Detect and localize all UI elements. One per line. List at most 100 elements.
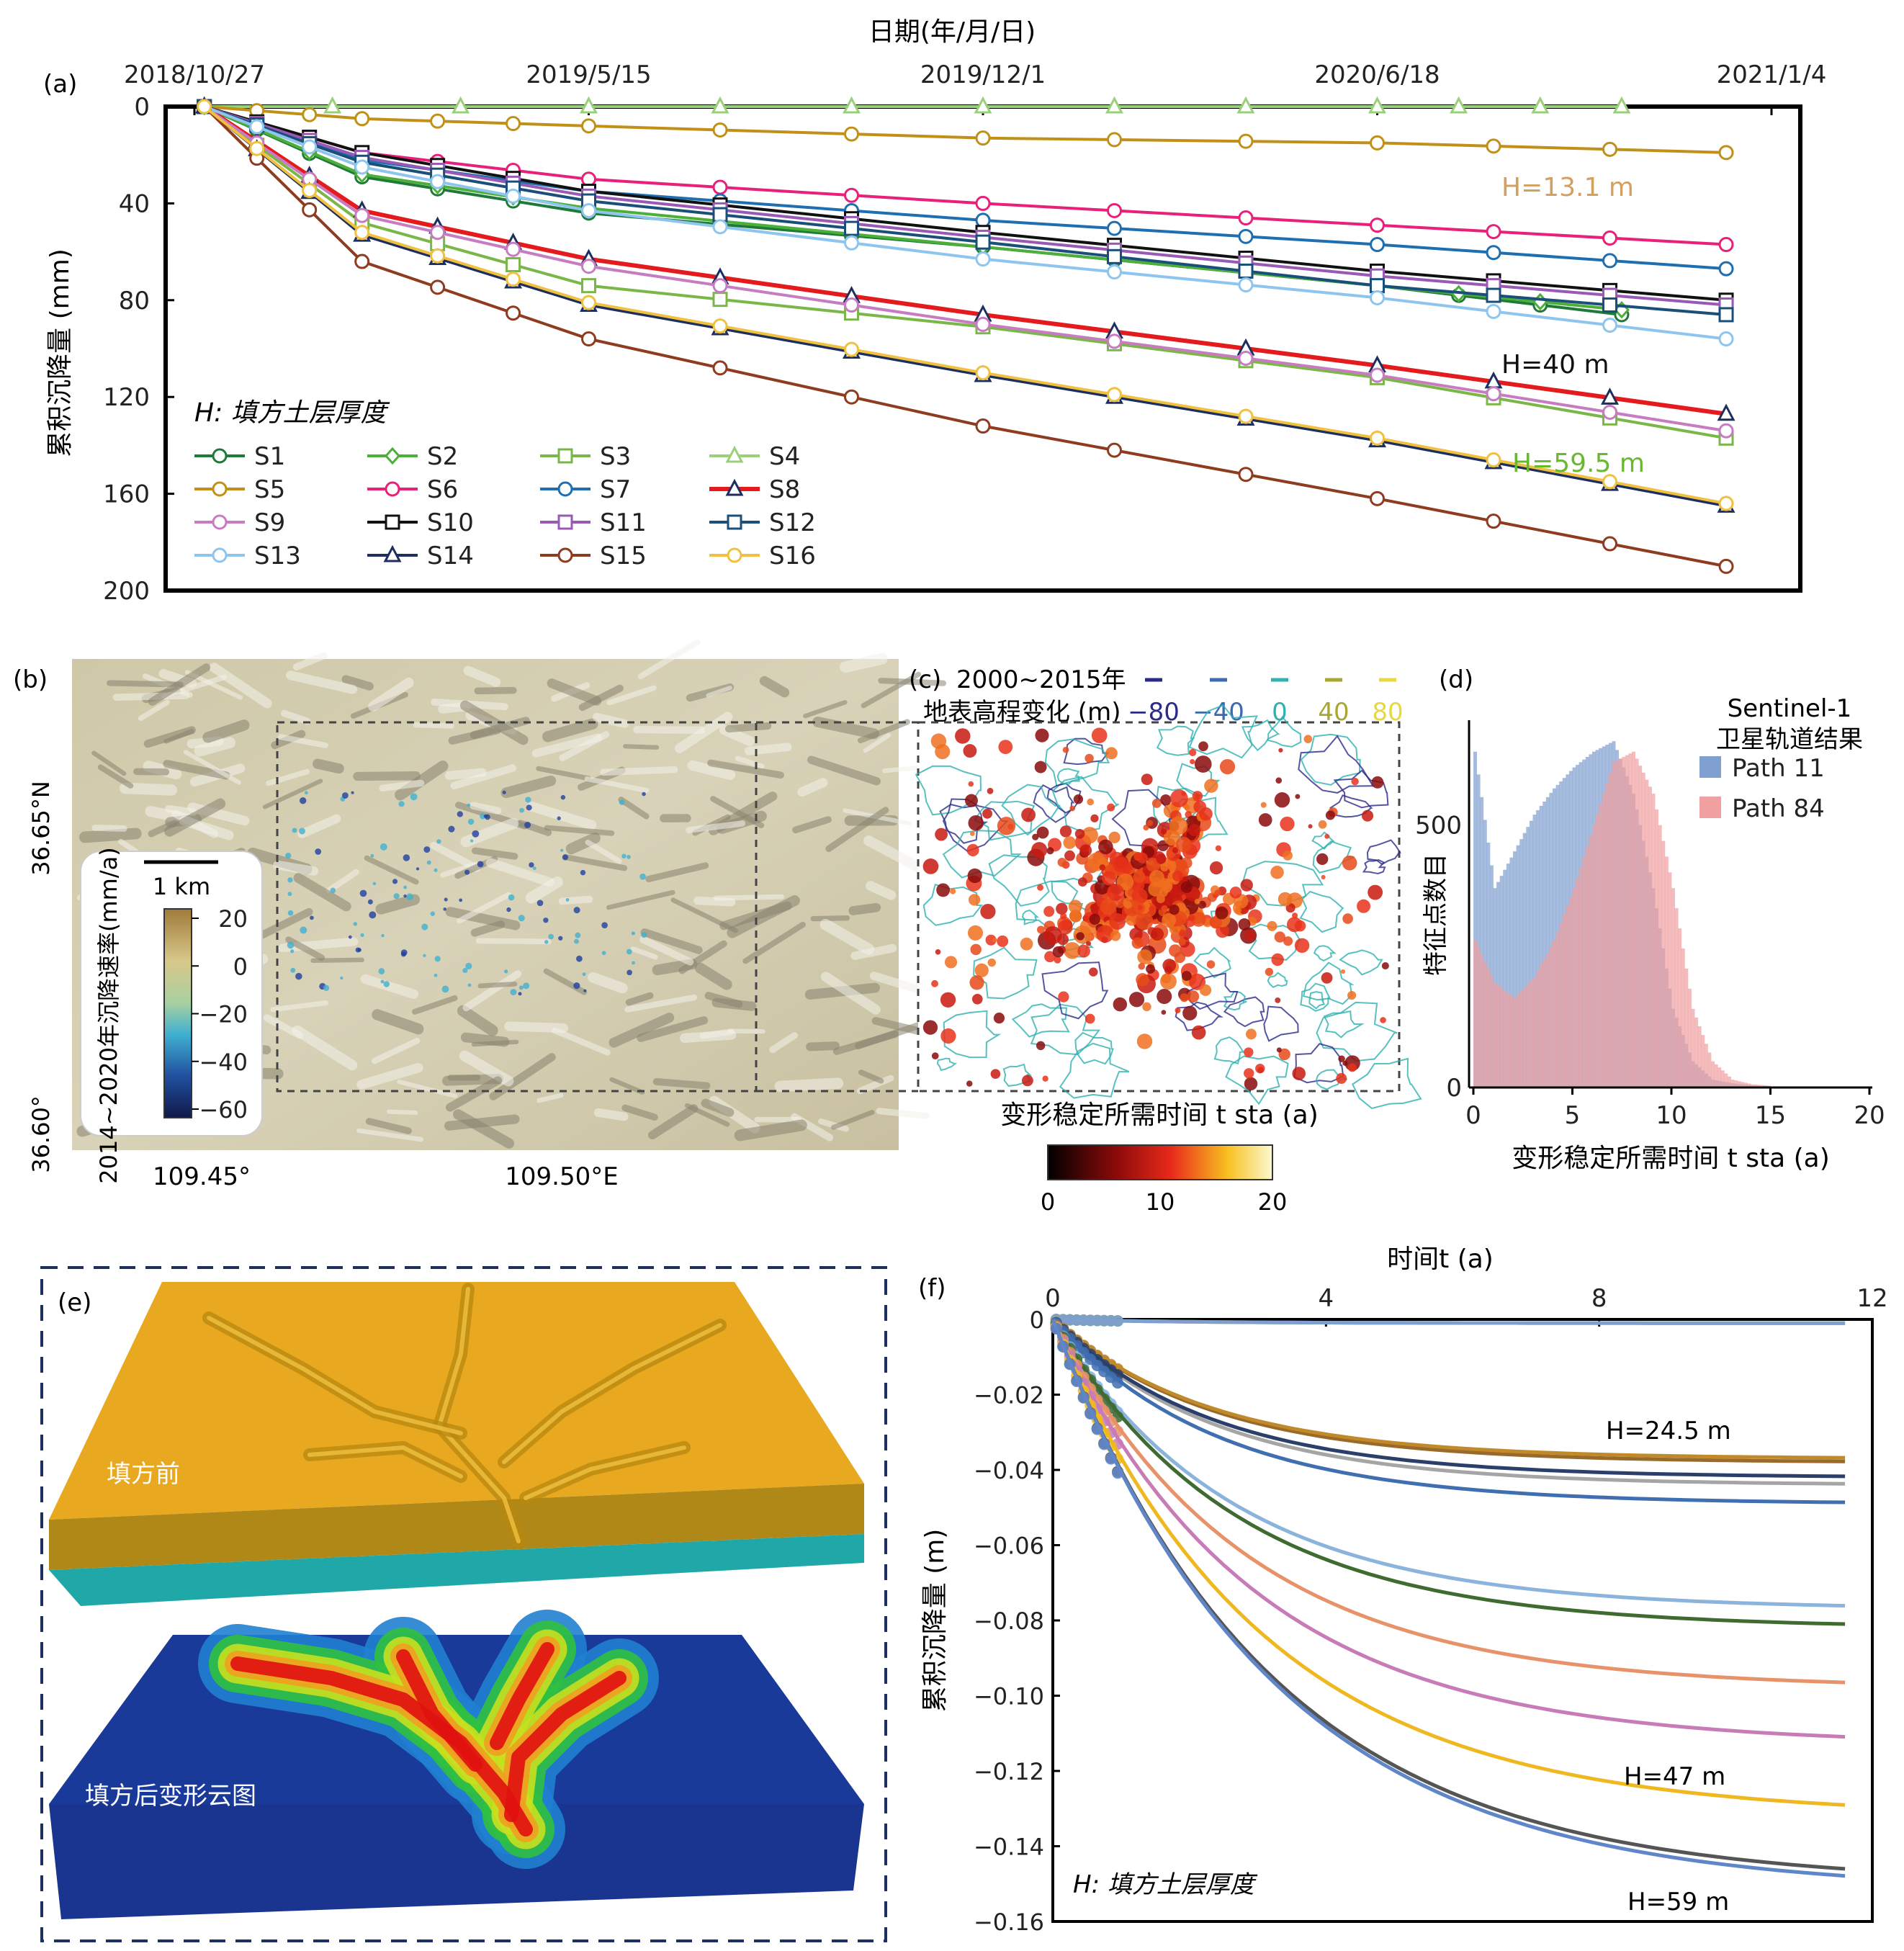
ridge [825, 807, 889, 853]
histogram-bar [1532, 977, 1537, 1087]
contour-line [1316, 1001, 1398, 1062]
histogram-bar [1526, 827, 1530, 1087]
deformation-point [1162, 912, 1177, 928]
histogram-bar [1585, 846, 1589, 1087]
histogram-bar [1566, 905, 1570, 1087]
ridge [559, 731, 610, 761]
ridge [489, 1053, 556, 1100]
histogram-bar [1599, 804, 1603, 1087]
deformation-point [1214, 889, 1221, 897]
deformation-point [1043, 906, 1055, 918]
data-point [844, 341, 859, 357]
data-point [1602, 253, 1618, 269]
subsidence-dot [525, 797, 531, 803]
y-tick-label: −0.12 [974, 1758, 1044, 1785]
data-point [302, 182, 318, 198]
deformation-point [1209, 861, 1223, 875]
deformation-point [1292, 912, 1298, 919]
deformation-point [1191, 912, 1206, 927]
histogram-bar [1714, 1064, 1718, 1087]
data-point [581, 259, 596, 274]
deformation-point [1321, 972, 1333, 984]
data-point [1602, 318, 1618, 333]
subsidence-dot [548, 933, 554, 940]
subsidence-dot [601, 951, 606, 956]
deformation-point [922, 858, 939, 874]
histogram-bar [1476, 774, 1481, 1087]
data-point [354, 225, 370, 241]
deformation-point [1052, 946, 1064, 958]
deformation-point [1085, 1013, 1095, 1024]
ridge [618, 797, 650, 820]
ridge [445, 907, 521, 930]
deformation-point [1324, 833, 1330, 839]
contour-line [922, 884, 984, 926]
data-point [975, 365, 991, 381]
data-point [975, 251, 991, 267]
histogram-bar [1503, 869, 1507, 1087]
deformation-point [1031, 842, 1048, 858]
series-line [203, 105, 1727, 568]
subsidence-dot [526, 804, 532, 811]
subsidence-dot [403, 854, 410, 861]
ridge [832, 1031, 899, 1055]
ridge [848, 902, 881, 915]
deformation-point [1276, 1047, 1282, 1053]
subsidence-dot [627, 948, 632, 955]
data-point [302, 139, 318, 155]
deformation-point [1204, 779, 1218, 793]
contour-line [1059, 1042, 1130, 1099]
series-S15 [197, 99, 1734, 574]
panel-a-legend-title: H: 填方土层厚度 [194, 398, 390, 428]
ridge [812, 716, 880, 740]
data-point [1107, 132, 1122, 148]
ridge [293, 873, 351, 912]
deformation-point [967, 868, 982, 884]
block-after-side [49, 1804, 864, 1919]
contour-line [1074, 1031, 1115, 1065]
deformation-point [1131, 888, 1148, 905]
data-point [1450, 96, 1468, 114]
subsidence-dot [369, 911, 377, 919]
deformation-point [966, 1080, 973, 1087]
subsidence-dot [444, 897, 448, 902]
deformation-point [997, 817, 1016, 835]
data-point [557, 514, 573, 530]
legend-item-S15: S15 [540, 542, 647, 570]
data-point [1107, 333, 1122, 349]
deformation-point [1107, 803, 1115, 812]
legend-label: Path 11 [1732, 754, 1825, 783]
deformation-point [1175, 1008, 1181, 1013]
deformation-point [997, 935, 1009, 947]
subsidence-dot [557, 816, 561, 820]
y-tick-label: 0 [1446, 1074, 1462, 1103]
histogram-bar [1635, 758, 1639, 1087]
ridge [621, 1104, 658, 1121]
histogram-bar [1618, 758, 1622, 1087]
subsidence-dot [403, 894, 407, 898]
panel-f-annotation-3: H=59 m [1627, 1888, 1729, 1916]
deformation-point [1194, 898, 1200, 905]
panel-c-colorbar [1047, 1144, 1273, 1180]
deformation-point [1303, 735, 1313, 743]
contour-line [1033, 784, 1075, 823]
subsidence-dot [426, 860, 431, 865]
ridge [734, 1119, 807, 1142]
panel-c-ctick-3: 20 [1258, 1188, 1288, 1216]
panel-b-colorbar-ticks: 20 0 −20 −40 −60 [192, 905, 248, 1123]
deformation-point [1036, 1041, 1046, 1051]
histogram-bar [1671, 888, 1675, 1087]
legend-item-S7: S7 [540, 475, 631, 504]
x-tick-label: 15 [1755, 1101, 1786, 1130]
deformation-point [1057, 857, 1067, 867]
subsidence-dot [330, 887, 336, 894]
data-point [1486, 138, 1501, 154]
deformation-point [1100, 898, 1117, 915]
histogram-bar [1489, 975, 1494, 1087]
histogram-bar [1516, 845, 1520, 1087]
panel-f: (f) 时间t (a) 0 4 8 12 0 −0.02 −0.04 −0.06 −0.08 −0… [918, 1244, 1888, 1936]
x-tick-label: 8 [1591, 1284, 1607, 1313]
ridge [459, 1050, 514, 1087]
deformation-point [1034, 761, 1047, 773]
legend-label: S10 [427, 508, 474, 537]
